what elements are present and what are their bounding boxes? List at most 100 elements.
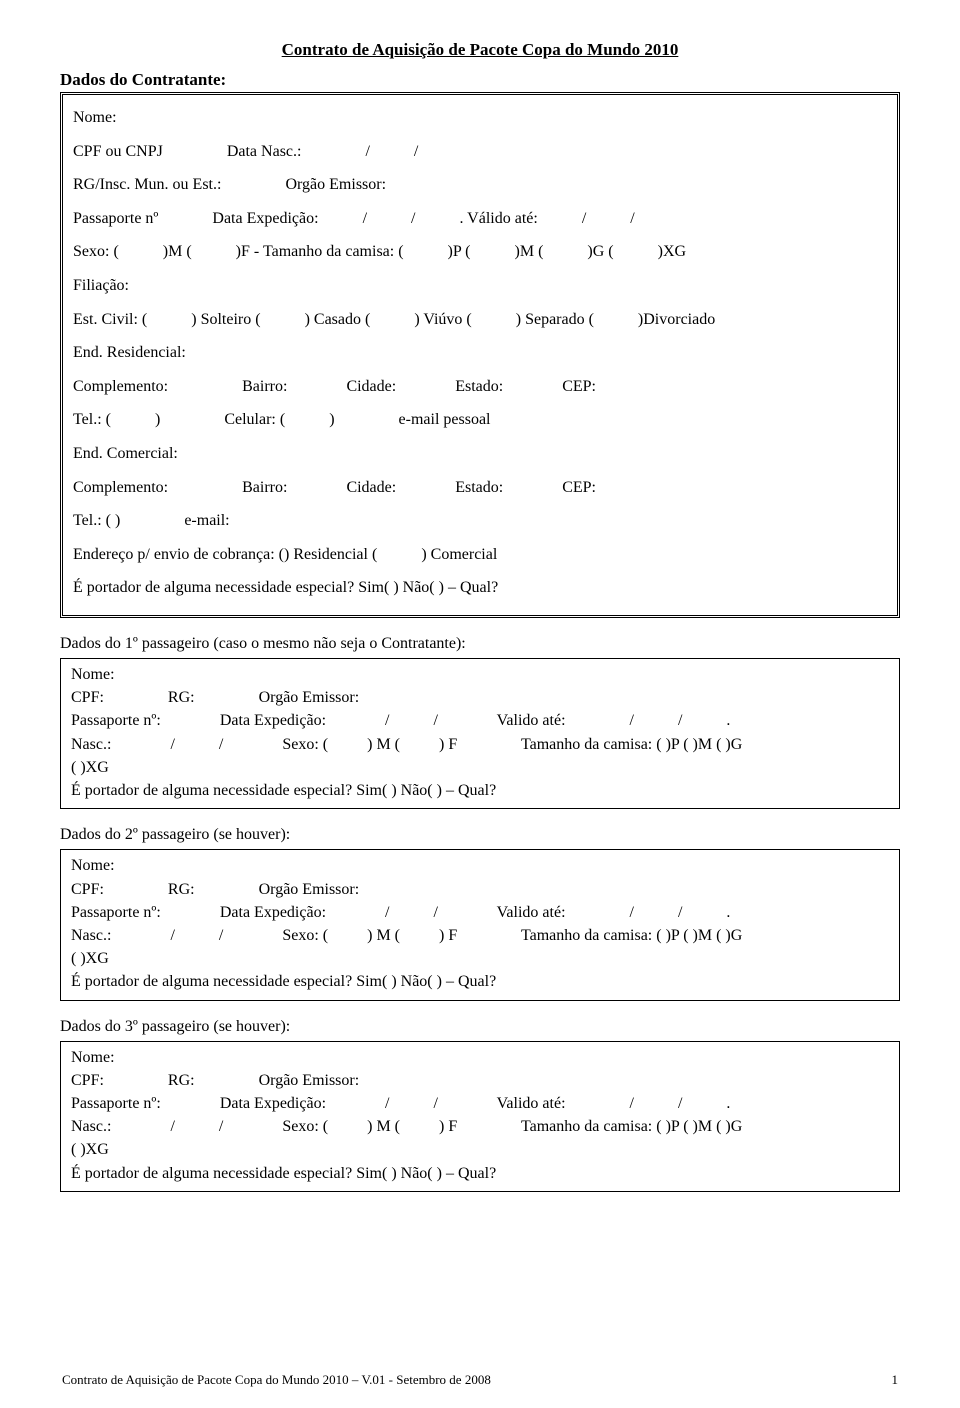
sexo-label: Sexo: (: [282, 927, 328, 944]
sexo-f: ) F: [439, 1118, 457, 1135]
cpf-label: CPF:: [71, 1072, 104, 1089]
bairro-label: Bairro:: [242, 378, 287, 395]
sexo-m: ) M (: [367, 927, 400, 944]
nome-line: Nome:: [71, 663, 889, 686]
data-exp-label: Data Expedição:: [212, 210, 318, 227]
dot: .: [726, 712, 730, 729]
slash: /: [433, 712, 437, 729]
orgao-label: Orgão Emissor:: [259, 881, 360, 898]
passaporte-line: Passaporte nº: Data Expedição: / / Valid…: [71, 1092, 889, 1115]
portador-line: É portador de alguma necessidade especia…: [71, 1162, 889, 1185]
nome-line: Nome:: [73, 101, 887, 135]
slash: /: [170, 1118, 174, 1135]
contratante-box: Nome: CPF ou CNPJ Data Nasc.: / / RG/Ins…: [60, 92, 900, 618]
portador-line: É portador de alguma necessidade especia…: [71, 779, 889, 802]
xg-line: ( )XG: [71, 947, 889, 970]
rg-line: RG/Insc. Mun. ou Est.: Orgão Emissor:: [73, 168, 887, 202]
slash: /: [630, 904, 634, 921]
valido-label: Valido até:: [497, 712, 566, 729]
cpf-label: CPF:: [71, 689, 104, 706]
sexo-f: ) F: [439, 736, 457, 753]
rg-label: RG/Insc. Mun. ou Est.:: [73, 176, 221, 193]
passageiro2-intro: Dados do 2º passageiro (se houver):: [60, 823, 900, 846]
passaporte-label: Passaporte nº:: [71, 712, 161, 729]
sexo-label: Sexo: (: [282, 736, 328, 753]
endereco-cob-line: Endereço p/ envio de cobrança: () Reside…: [73, 538, 887, 572]
civil-label: Est. Civil: (: [73, 311, 147, 328]
valido-label: . Válido até:: [459, 210, 537, 227]
valido-label: Valido até:: [497, 1095, 566, 1112]
close-paren: ): [329, 411, 334, 428]
separado: ) Separado (: [516, 311, 594, 328]
passageiro3-box: Nome: CPF: RG: Orgão Emissor: Passaporte…: [60, 1041, 900, 1192]
slash: /: [630, 210, 634, 227]
data-exp-label: Data Expedição:: [220, 1095, 326, 1112]
slash: /: [219, 927, 223, 944]
slash: /: [678, 904, 682, 921]
orgao-label: Orgão Emissor:: [259, 689, 360, 706]
cpf-line: CPF: RG: Orgão Emissor:: [71, 878, 889, 901]
nasc-label: Nasc.:: [71, 1118, 111, 1135]
portador-line: É portador de alguma necessidade especia…: [71, 970, 889, 993]
tel-label: Tel.: ( ): [73, 512, 120, 529]
data-exp-label: Data Expedição:: [220, 712, 326, 729]
solteiro: ) Solteiro (: [191, 311, 260, 328]
nasc-label: Nasc.:: [71, 736, 111, 753]
sexo-f: )F - Tamanho da camisa: (: [236, 243, 404, 260]
slash: /: [433, 904, 437, 921]
camisa-label: Tamanho da camisa: ( )P ( )M ( )G: [521, 736, 742, 753]
nasc-line: Nasc.: / / Sexo: ( ) M ( ) F Tamanho da …: [71, 733, 889, 756]
footer-page-number: 1: [892, 1372, 899, 1388]
data-nasc-label: Data Nasc.:: [227, 143, 302, 160]
dot: .: [726, 1095, 730, 1112]
nasc-line: Nasc.: / / Sexo: ( ) M ( ) F Tamanho da …: [71, 924, 889, 947]
tel-label: Tel.: (: [73, 411, 111, 428]
cpf-line: CPF: RG: Orgão Emissor:: [71, 1069, 889, 1092]
nome-line: Nome:: [71, 854, 889, 877]
passaporte-label: Passaporte nº: [73, 210, 158, 227]
sexo-label: Sexo: (: [73, 243, 119, 260]
size-g: )G (: [587, 243, 613, 260]
end-com-line: End. Comercial:: [73, 437, 887, 471]
xg-line: ( )XG: [71, 1138, 889, 1161]
orgao-label: Orgão Emissor:: [259, 1072, 360, 1089]
casado: ) Casado (: [305, 311, 371, 328]
portador-line: É portador de alguma necessidade especia…: [73, 571, 887, 605]
comercial-label: ) Comercial: [421, 546, 497, 563]
sexo-m: )M (: [163, 243, 192, 260]
rg-label: RG:: [168, 689, 195, 706]
size-p: )P (: [448, 243, 471, 260]
slash: /: [219, 1118, 223, 1135]
document-title: Contrato de Aquisição de Pacote Copa do …: [60, 40, 900, 60]
sexo-m: ) M (: [367, 736, 400, 753]
slash: /: [385, 904, 389, 921]
nome-line: Nome:: [71, 1046, 889, 1069]
complemento-label: Complemento:: [73, 479, 168, 496]
cep-label: CEP:: [562, 479, 596, 496]
slash: /: [630, 1095, 634, 1112]
divorciado: )Divorciado: [638, 311, 715, 328]
estado-label: Estado:: [455, 479, 503, 496]
slash: /: [678, 1095, 682, 1112]
complemento-label: Complemento:: [73, 378, 168, 395]
comp-com-line: Complemento: Bairro: Cidade: Estado: CEP…: [73, 471, 887, 505]
cpf-line: CPF ou CNPJ Data Nasc.: / /: [73, 135, 887, 169]
cpf-line: CPF: RG: Orgão Emissor:: [71, 686, 889, 709]
tel-com-line: Tel.: ( ) e-mail:: [73, 504, 887, 538]
estado-label: Estado:: [455, 378, 503, 395]
slash: /: [365, 143, 369, 160]
slash: /: [219, 736, 223, 753]
camisa-label: Tamanho da camisa: ( )P ( )M ( )G: [521, 1118, 742, 1135]
comp-res-line: Complemento: Bairro: Cidade: Estado: CEP…: [73, 370, 887, 404]
slash: /: [630, 712, 634, 729]
slash: /: [582, 210, 586, 227]
passaporte-line: Passaporte nº Data Expedição: / / . Váli…: [73, 202, 887, 236]
sexo-f: ) F: [439, 927, 457, 944]
slash: /: [433, 1095, 437, 1112]
slash: /: [170, 736, 174, 753]
slash: /: [385, 1095, 389, 1112]
data-exp-label: Data Expedição:: [220, 904, 326, 921]
passageiro2-box: Nome: CPF: RG: Orgão Emissor: Passaporte…: [60, 849, 900, 1000]
filiacao-line: Filiação:: [73, 269, 887, 303]
viuvo: ) Viúvo (: [414, 311, 471, 328]
